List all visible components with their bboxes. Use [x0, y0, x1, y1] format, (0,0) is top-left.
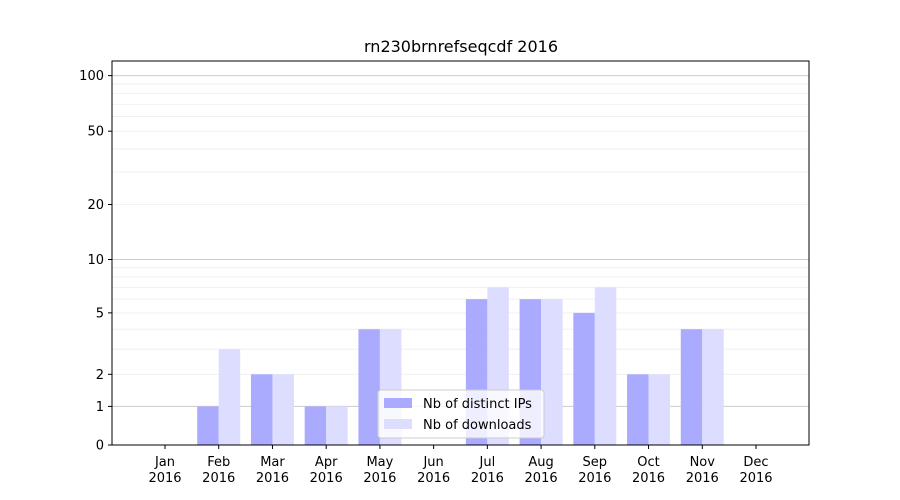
bar-downloads — [541, 299, 563, 445]
legend: Nb of distinct IPs Nb of downloads — [377, 389, 545, 439]
bar-distinct-ips — [250, 374, 273, 445]
y-tick-label: 5 — [96, 306, 104, 321]
bars — [197, 287, 724, 445]
y-tick-label: 20 — [87, 198, 104, 213]
x-tick-label: Jul 2016 — [471, 455, 504, 486]
x-tick-label: May 2016 — [363, 455, 396, 486]
x-tick-label: Sep 2016 — [578, 455, 611, 486]
legend-label-downloads: Nb of downloads — [423, 418, 532, 433]
bar-distinct-ips — [197, 406, 219, 445]
x-tick-label: Dec 2016 — [739, 455, 772, 486]
x-tick-label: Nov 2016 — [686, 455, 719, 486]
y-tick-label: 10 — [87, 253, 104, 268]
x-tick-label: Jun 2016 — [417, 455, 450, 486]
plot-frame — [111, 60, 810, 446]
bar-downloads — [594, 287, 617, 445]
y-tick-label: 1 — [96, 400, 104, 415]
x-tick-label: Aug 2016 — [525, 455, 558, 486]
y-tick-label: 100 — [79, 69, 104, 84]
legend-frame — [377, 389, 545, 439]
bar-distinct-ips — [358, 329, 380, 445]
bar-downloads — [648, 374, 671, 445]
x-tick-label: Jan 2016 — [148, 455, 181, 486]
bar-downloads — [272, 374, 294, 445]
x-tick-label: Mar 2016 — [256, 455, 289, 486]
bar-downloads — [326, 406, 348, 445]
y-tick-label: 2 — [96, 368, 104, 383]
x-tick-label: Oct 2016 — [632, 455, 665, 486]
x-tick-label: Apr 2016 — [310, 455, 343, 486]
legend-label-distinct-ips: Nb of distinct IPs — [423, 397, 532, 412]
bar-distinct-ips — [304, 406, 327, 445]
legend-swatch-distinct-ips — [384, 398, 412, 408]
legend-swatch-downloads — [384, 419, 412, 429]
x-tick-label: Feb 2016 — [202, 455, 235, 486]
y-tick-label: 0 — [96, 439, 104, 454]
bar-distinct-ips — [680, 329, 703, 445]
chart-title: rn230brnrefseqcdf 2016 — [364, 37, 558, 56]
bar-distinct-ips — [627, 374, 649, 445]
x-axis: Jan 2016 Feb 2016 Mar 2016 Apr 2016 May 2016 Jun 20… — [148, 445, 773, 486]
y-tick-label: 50 — [87, 125, 104, 140]
bar-distinct-ips — [573, 312, 595, 445]
y-axis: 0 1 2 5 10 20 50 100 — [79, 69, 112, 454]
bar-downloads — [218, 349, 241, 445]
bar-downloads — [702, 329, 724, 445]
